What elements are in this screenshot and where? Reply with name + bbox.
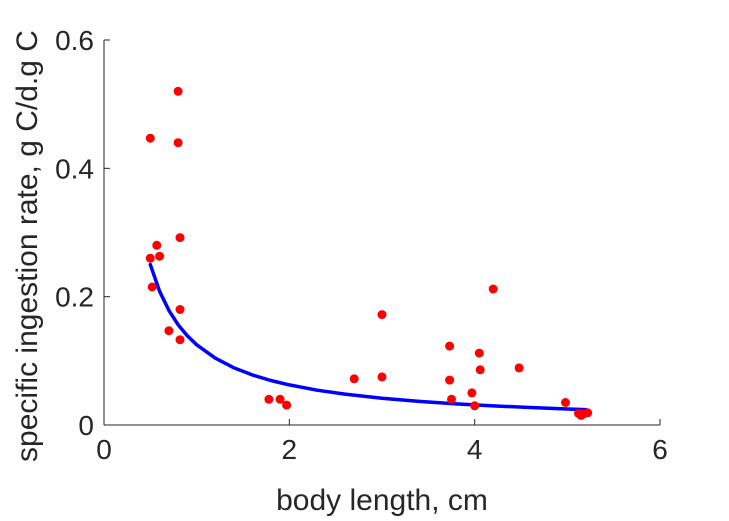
data-point xyxy=(164,326,174,336)
y-tick-label: 0.4 xyxy=(55,153,94,184)
x-tick-label: 6 xyxy=(652,434,668,465)
data-point xyxy=(173,138,183,148)
data-point xyxy=(377,372,387,382)
data-point xyxy=(447,394,456,404)
data-point xyxy=(175,335,185,345)
y-tick-label: 0.2 xyxy=(55,282,94,313)
data-point xyxy=(445,341,455,351)
data-point xyxy=(561,398,570,407)
data-point xyxy=(475,365,485,375)
data-point xyxy=(175,305,185,314)
plot-area xyxy=(103,40,660,426)
data-point xyxy=(173,86,183,96)
data-point xyxy=(377,310,387,320)
data-point xyxy=(275,394,285,404)
data-point xyxy=(445,375,455,385)
data-point xyxy=(488,284,498,294)
data-point xyxy=(514,363,524,373)
data-point xyxy=(145,253,155,263)
data-point xyxy=(145,133,155,143)
data-point xyxy=(147,282,157,292)
y-axis-label: specific ingestion rate, g C/d.g C xyxy=(11,30,44,462)
y-tick-label: 0.6 xyxy=(55,25,94,56)
data-point xyxy=(152,240,162,250)
y-axis-ticks: 0 0.2 0.4 0.6 xyxy=(55,25,110,441)
fit-curve-layer xyxy=(148,262,588,412)
data-point xyxy=(155,251,165,261)
data-point xyxy=(175,233,185,243)
data-point xyxy=(474,348,484,358)
x-axis-ticks: 0 2 4 6 xyxy=(96,419,668,465)
data-point xyxy=(264,394,274,404)
x-axis-label: body length, cm xyxy=(276,484,488,517)
x-tick-label: 2 xyxy=(282,434,298,465)
data-point xyxy=(349,374,359,384)
fit-curve xyxy=(148,262,588,412)
data-point xyxy=(470,401,480,411)
data-point xyxy=(282,400,292,410)
x-tick-label: 0 xyxy=(96,434,112,465)
x-tick-label: 4 xyxy=(467,434,483,465)
data-point xyxy=(467,388,477,398)
data-point xyxy=(583,408,593,418)
y-tick-label: 0 xyxy=(78,410,94,441)
data-points-layer xyxy=(145,86,593,420)
